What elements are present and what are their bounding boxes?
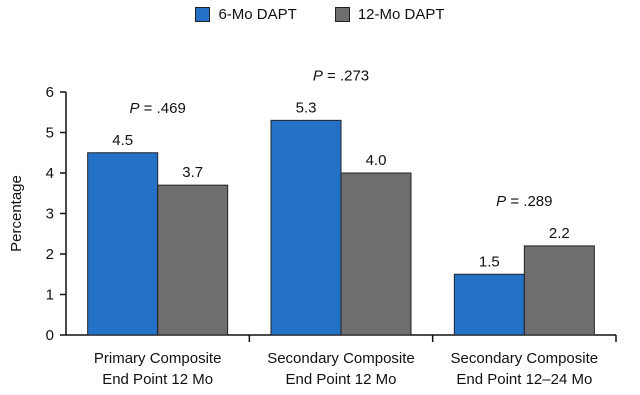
bar-12mo-2 bbox=[523, 245, 595, 336]
y-tick-label-0: 0 bbox=[46, 327, 54, 344]
data-label-12mo-2: 2.2 bbox=[549, 225, 570, 242]
data-label-6mo-2: 1.5 bbox=[479, 253, 500, 270]
category-label-0-line-0: Primary Composite bbox=[94, 350, 222, 367]
data-label-6mo-1: 5.3 bbox=[296, 99, 317, 116]
y-tick-label-1: 1 bbox=[46, 287, 54, 304]
p-value-annotation-1: P = .273 bbox=[313, 67, 369, 84]
p-value-text-0: = .469 bbox=[140, 100, 186, 117]
legend-label-6mo: 6-Mo DAPT bbox=[218, 6, 297, 23]
bar-6mo-1 bbox=[270, 119, 342, 336]
category-label-2-line-0: Secondary Composite bbox=[451, 350, 599, 367]
p-value-symbol-1: P bbox=[313, 67, 323, 84]
bar-6mo-2 bbox=[453, 273, 525, 336]
p-value-text-1: = .273 bbox=[323, 67, 369, 84]
p-value-annotation-2: P = .289 bbox=[496, 193, 552, 210]
data-label-12mo-1: 4.0 bbox=[366, 152, 387, 169]
p-value-symbol-0: P bbox=[130, 100, 140, 117]
legend-swatch-6mo bbox=[195, 7, 211, 22]
legend-item-12mo: 12-Mo DAPT bbox=[334, 6, 445, 23]
data-label-12mo-0: 3.7 bbox=[182, 164, 203, 181]
p-value-annotation-0: P = .469 bbox=[130, 100, 186, 117]
y-tick-label-6: 6 bbox=[46, 84, 54, 101]
legend-label-12mo: 12-Mo DAPT bbox=[357, 6, 445, 23]
category-label-1-line-0: Secondary Composite bbox=[267, 350, 415, 367]
data-label-6mo-0: 4.5 bbox=[112, 132, 133, 149]
category-label-2-line-1: End Point 12–24 Mo bbox=[456, 371, 592, 388]
bar-12mo-1 bbox=[340, 172, 412, 336]
legend: 6-Mo DAPT 12-Mo DAPT bbox=[0, 6, 640, 23]
y-tick-label-5: 5 bbox=[46, 125, 54, 142]
bar-12mo-0 bbox=[157, 184, 229, 336]
y-axis-label: Percentage bbox=[8, 175, 25, 252]
y-tick-label-3: 3 bbox=[46, 206, 54, 223]
p-value-symbol-2: P bbox=[496, 193, 506, 210]
y-tick-label-4: 4 bbox=[46, 165, 54, 182]
y-tick-label-2: 2 bbox=[46, 246, 54, 263]
p-value-text-2: = .289 bbox=[506, 193, 552, 210]
legend-swatch-12mo bbox=[334, 7, 350, 22]
bar-6mo-0 bbox=[87, 152, 159, 336]
category-label-0-line-1: End Point 12 Mo bbox=[102, 371, 213, 388]
category-label-1-line-1: End Point 12 Mo bbox=[286, 371, 397, 388]
legend-item-6mo: 6-Mo DAPT bbox=[195, 6, 297, 23]
